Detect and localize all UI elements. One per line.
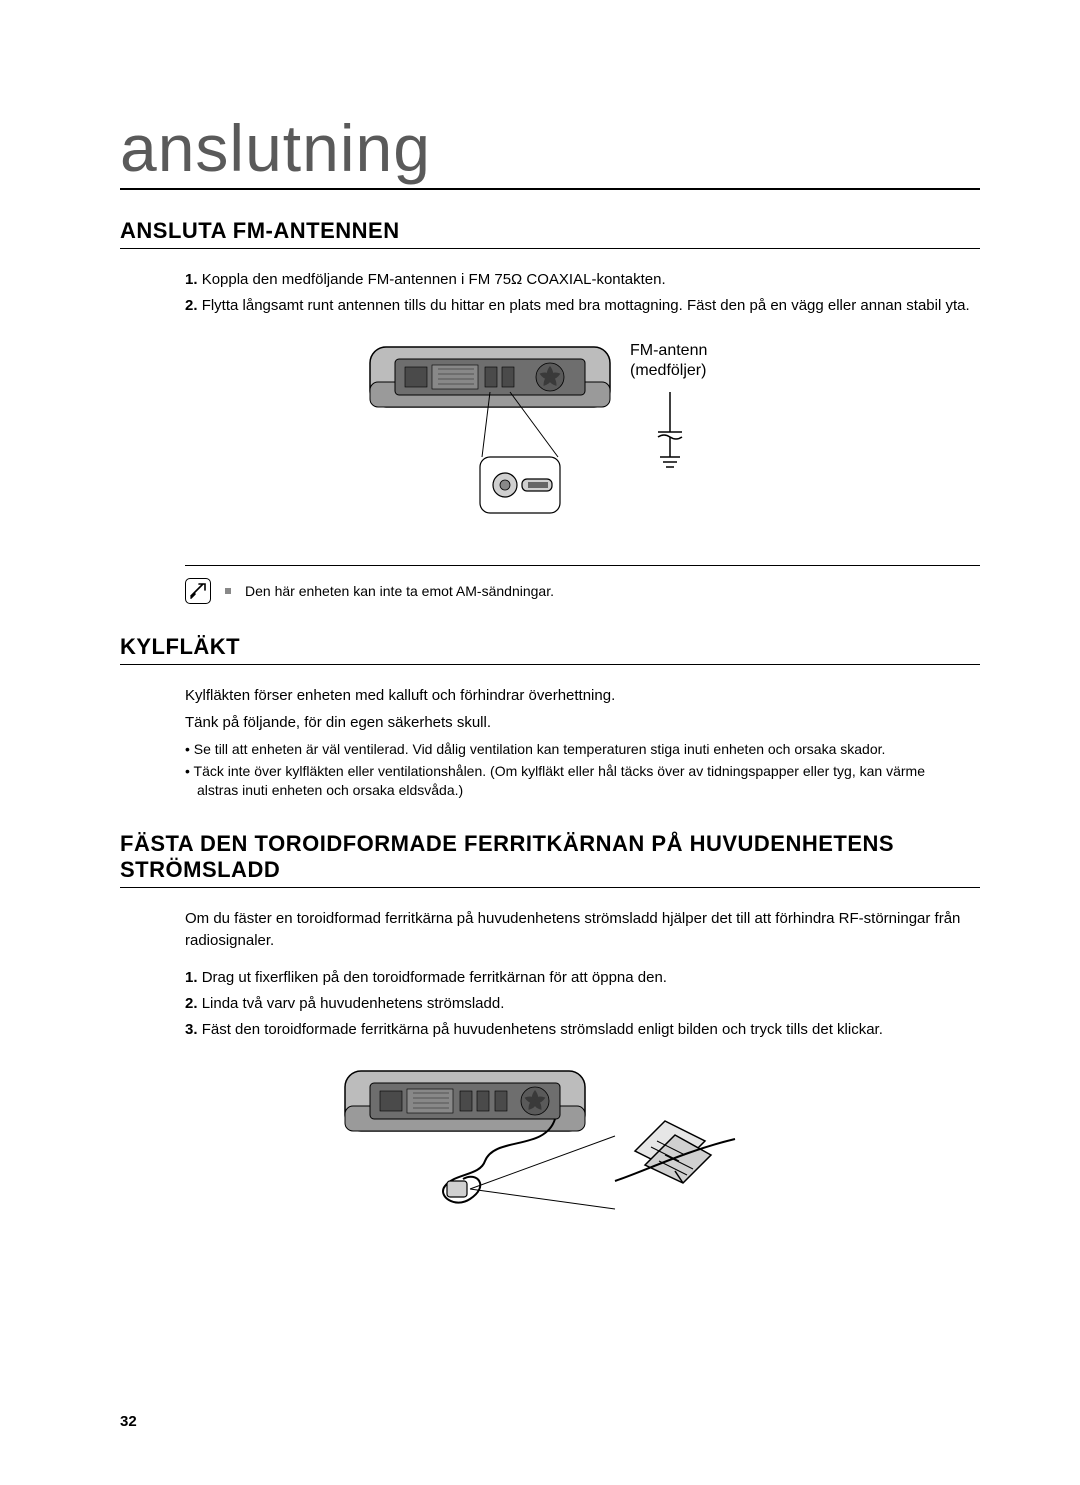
step-text: Linda två varv på huvudenhetens strömsla… xyxy=(202,995,505,1012)
bullet-text: Täck inte över kylfläkten eller ventilat… xyxy=(194,763,925,799)
step-text: Drag ut fixerfliken på den toroidformade… xyxy=(202,969,667,986)
note-row: Den här enheten kan inte ta emot AM-sänd… xyxy=(185,565,980,604)
section-heading-ferrite: FÄSTA DEN TOROIDFORMADE FERRITKÄRNAN PÅ … xyxy=(120,831,980,888)
bullet-icon xyxy=(225,588,231,594)
list-item: 2. Linda två varv på huvudenhetens ström… xyxy=(185,993,970,1015)
fm-antenna-label: FM-antenn (medföljer) xyxy=(630,341,707,383)
paragraph: Tänk på följande, för din egen säkerhets… xyxy=(185,712,970,734)
step-number: 1. xyxy=(185,969,198,986)
paragraph: Kylfläkten förser enheten med kalluft oc… xyxy=(185,685,970,707)
bullet-list: • Se till att enheten är väl ventilerad.… xyxy=(185,740,970,801)
section2-content: Kylfläkten förser enheten med kalluft oc… xyxy=(185,685,970,801)
step-text: Fäst den toroidformade ferritkärna på hu… xyxy=(202,1021,883,1038)
bullet-text: Se till att enheten är väl ventilerad. V… xyxy=(194,741,886,757)
section-heading-fan: KYLFLÄKT xyxy=(120,634,980,665)
paragraph: Om du fäster en toroidformad ferritkärna… xyxy=(185,908,970,952)
figure-fm-antenna: FM-antenn (medföljer) xyxy=(120,337,980,547)
step-number: 2. xyxy=(185,995,198,1012)
page-number: 32 xyxy=(120,1413,137,1430)
note-text: Den här enheten kan inte ta emot AM-sänd… xyxy=(245,578,554,599)
label-line: (medföljer) xyxy=(630,361,707,382)
section-heading-fm: ANSLUTA FM-ANTENNEN xyxy=(120,218,980,249)
section3-content: Om du fäster en toroidformad ferritkärna… xyxy=(185,908,970,1041)
step-text: Koppla den medföljande FM-antennen i FM … xyxy=(202,271,666,288)
list-item: • Se till att enheten är väl ventilerad.… xyxy=(185,740,970,760)
page-title: anslutning xyxy=(120,110,980,190)
figure-ferrite xyxy=(120,1061,980,1241)
step-number: 3. xyxy=(185,1021,198,1038)
manual-page: anslutning ANSLUTA FM-ANTENNEN 1. Koppla… xyxy=(0,0,1080,1485)
step-number: 2. xyxy=(185,297,198,314)
list-item: 2. Flytta långsamt runt antennen tills d… xyxy=(185,295,970,317)
section1-steps: 1. Koppla den medföljande FM-antennen i … xyxy=(185,269,970,317)
step-text: Flytta långsamt runt antennen tills du h… xyxy=(202,297,970,314)
list-item: 1. Drag ut fixerfliken på den toroidform… xyxy=(185,967,970,989)
list-item: • Täck inte över kylfläkten eller ventil… xyxy=(185,762,970,801)
note-icon xyxy=(185,578,211,604)
ferrite-diagram-icon xyxy=(335,1061,765,1241)
list-item: 3. Fäst den toroidformade ferritkärna på… xyxy=(185,1019,970,1041)
label-line: FM-antenn xyxy=(630,341,707,362)
step-number: 1. xyxy=(185,271,198,288)
list-item: 1. Koppla den medföljande FM-antennen i … xyxy=(185,269,970,291)
